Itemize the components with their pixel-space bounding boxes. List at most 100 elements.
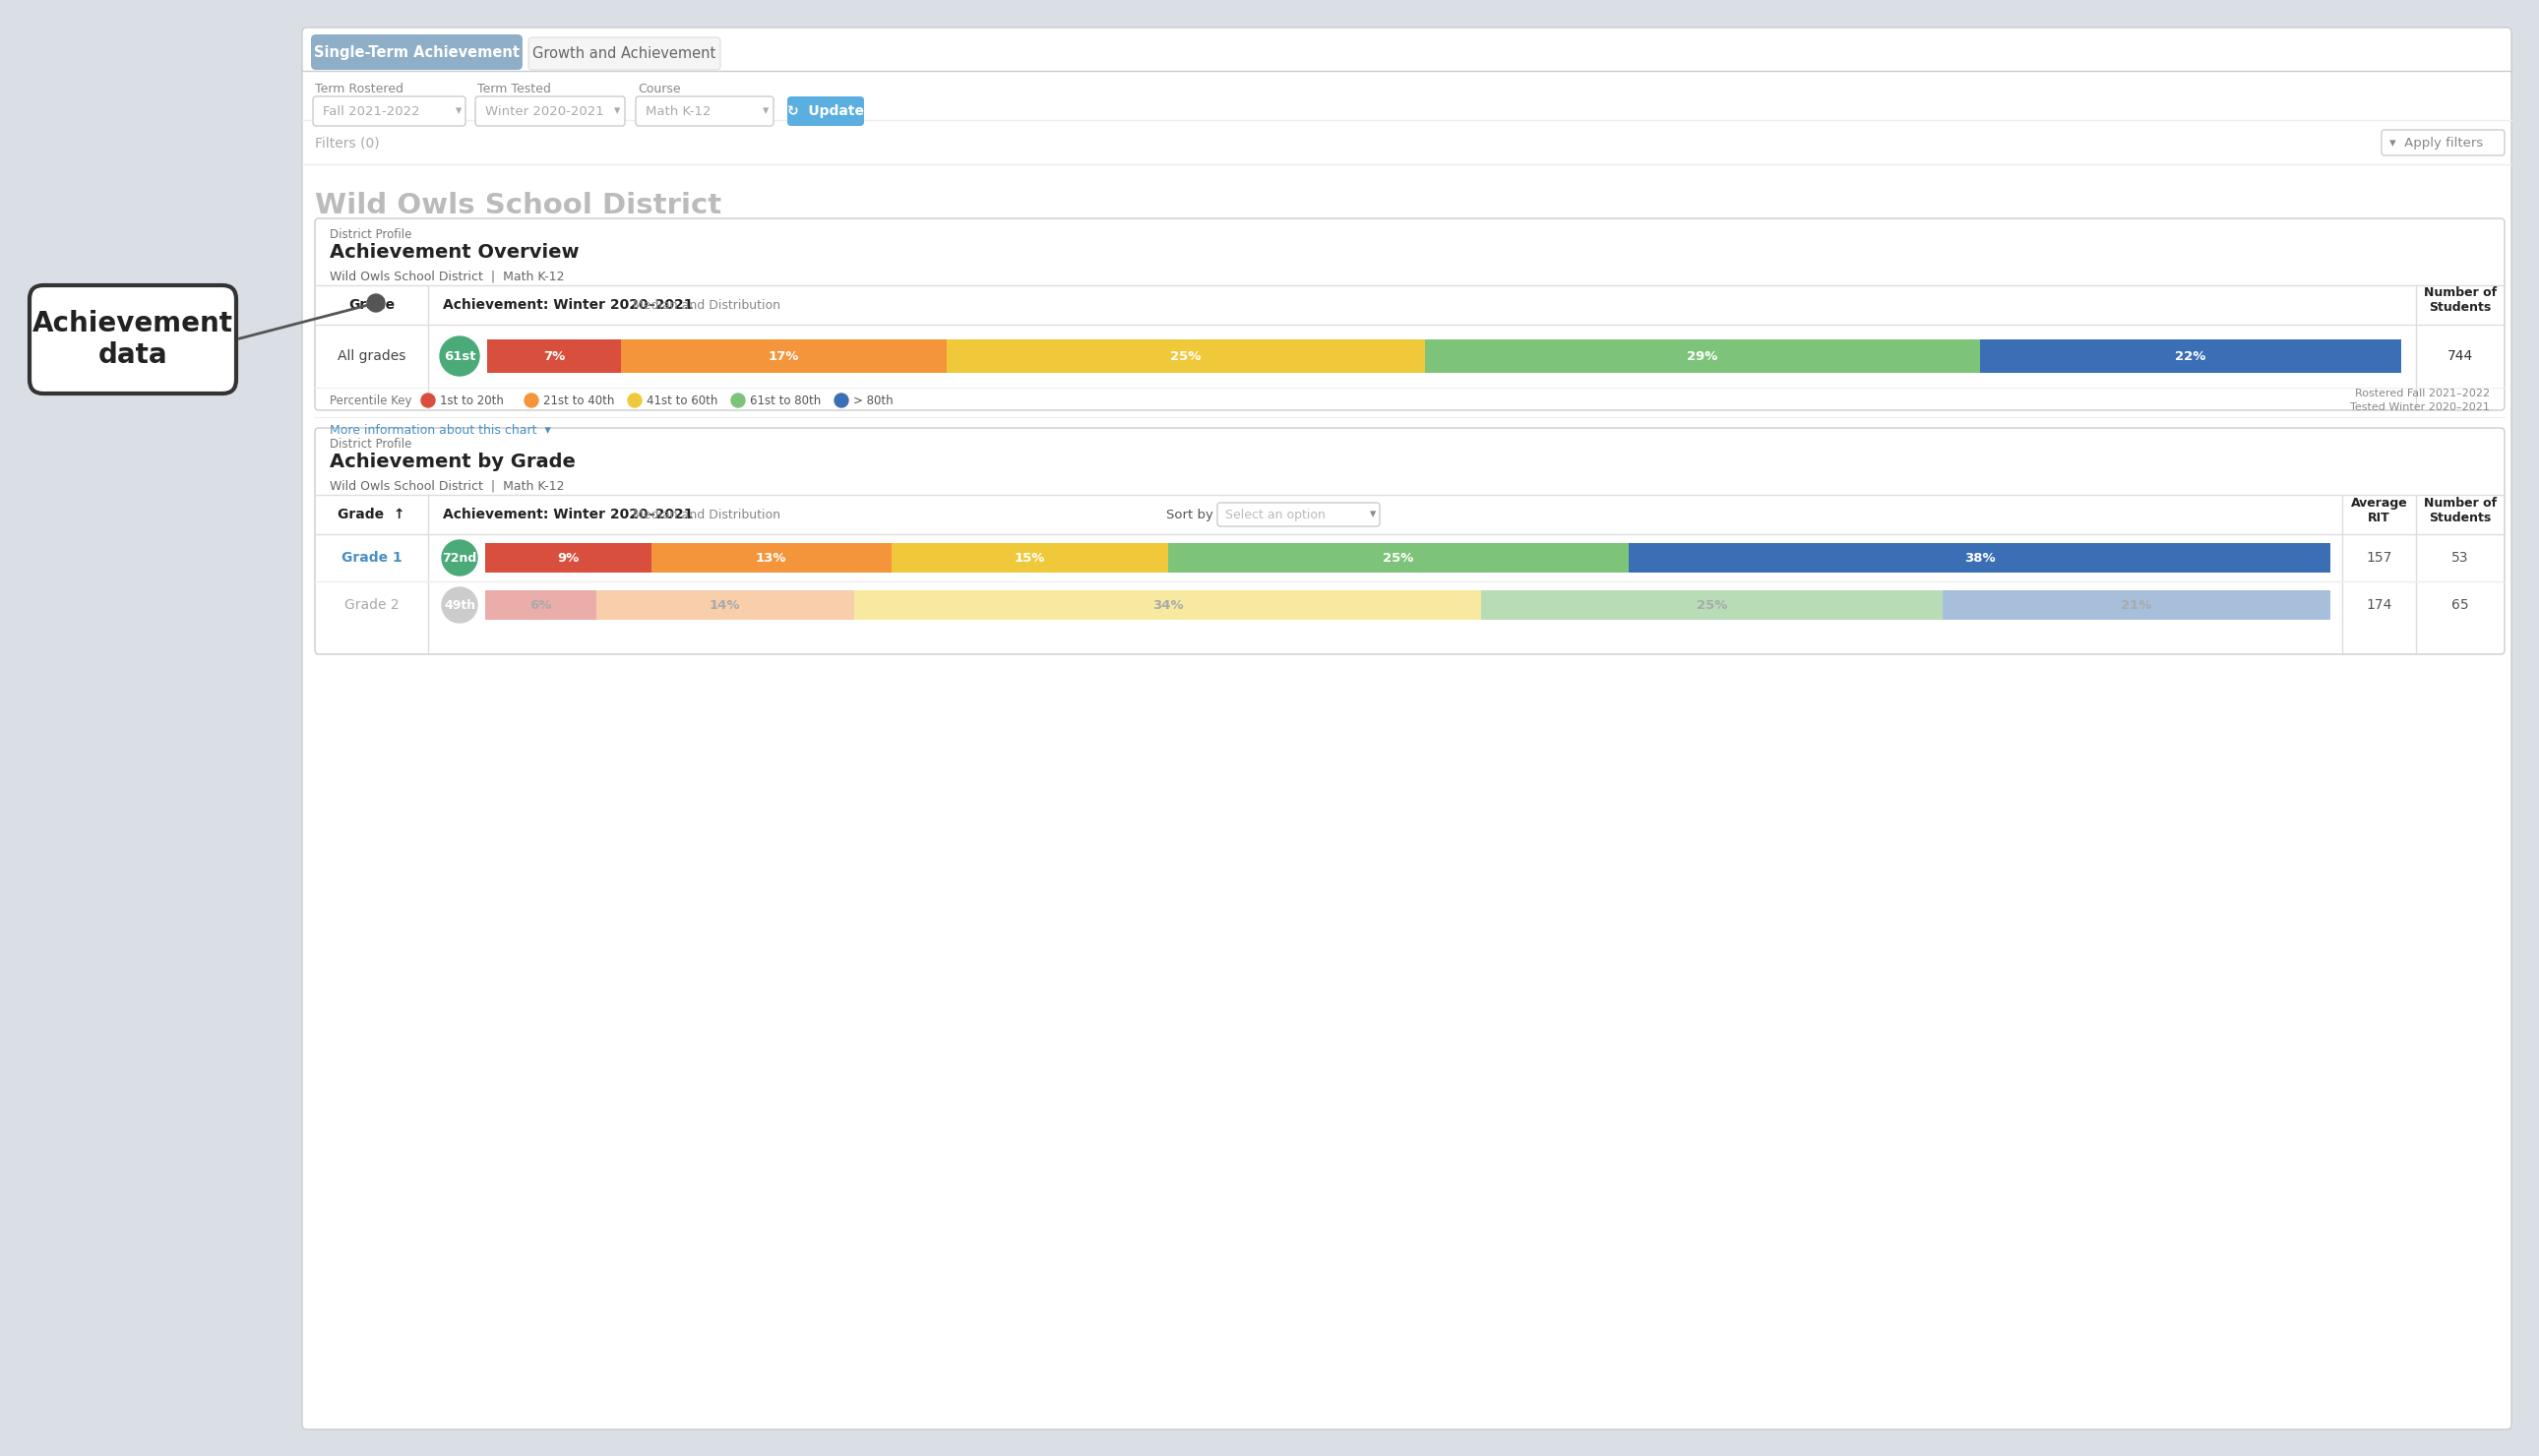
Text: 53: 53 <box>2453 550 2468 565</box>
Text: Achievement: Winter 2020–2021: Achievement: Winter 2020–2021 <box>442 298 693 312</box>
FancyBboxPatch shape <box>1216 502 1379 526</box>
Bar <box>485 590 597 620</box>
Text: More information about this chart  ▾: More information about this chart ▾ <box>330 424 551 437</box>
Bar <box>853 590 1483 620</box>
Circle shape <box>421 393 434 408</box>
Text: Sort by: Sort by <box>1165 508 1214 521</box>
Text: 41st to 60th: 41st to 60th <box>647 395 719 406</box>
Text: 61st: 61st <box>444 349 475 363</box>
Text: Rostered Fall 2021–2022: Rostered Fall 2021–2022 <box>2354 389 2491 399</box>
Text: Median and Distribution: Median and Distribution <box>627 508 779 521</box>
FancyBboxPatch shape <box>315 428 2503 654</box>
Text: Achievement
data: Achievement data <box>33 310 234 370</box>
Circle shape <box>368 294 386 312</box>
Text: Select an option: Select an option <box>1226 508 1325 521</box>
Text: 21%: 21% <box>2120 598 2153 612</box>
Bar <box>1630 543 2331 572</box>
Bar <box>1424 339 1980 373</box>
Circle shape <box>439 336 480 376</box>
Text: 7%: 7% <box>543 349 566 363</box>
Text: 72nd: 72nd <box>442 552 477 565</box>
Text: 29%: 29% <box>1686 349 1719 363</box>
FancyBboxPatch shape <box>302 28 2511 1430</box>
Text: Median and Distribution: Median and Distribution <box>627 298 779 312</box>
Circle shape <box>627 393 642 408</box>
Bar <box>487 339 622 373</box>
Text: ▾: ▾ <box>614 105 620 118</box>
Text: Single-Term Achievement: Single-Term Achievement <box>315 45 520 60</box>
Text: Tested Winter 2020–2021: Tested Winter 2020–2021 <box>2351 402 2491 412</box>
Text: Wild Owls School District  |  Math K-12: Wild Owls School District | Math K-12 <box>330 269 564 282</box>
Text: District Profile: District Profile <box>330 438 411 450</box>
Text: ▾  Apply filters: ▾ Apply filters <box>2389 137 2483 149</box>
Text: Grade  ↑: Grade ↑ <box>338 508 406 521</box>
Text: Wild Owls School District: Wild Owls School District <box>315 192 721 220</box>
Bar <box>650 543 891 572</box>
Bar <box>891 543 1168 572</box>
Bar <box>597 590 853 620</box>
Text: Math K-12: Math K-12 <box>645 105 711 118</box>
Text: 174: 174 <box>2366 598 2392 612</box>
Text: 49th: 49th <box>444 598 475 612</box>
Text: 17%: 17% <box>769 349 800 363</box>
Bar <box>1942 590 2331 620</box>
Text: ↻  Update: ↻ Update <box>787 105 863 118</box>
Text: 25%: 25% <box>1384 552 1414 565</box>
Text: 13%: 13% <box>757 552 787 565</box>
Text: ▾: ▾ <box>454 105 462 118</box>
Text: Number of
Students: Number of Students <box>2425 287 2496 314</box>
Text: Grade 1: Grade 1 <box>340 550 401 565</box>
Text: Grade 2: Grade 2 <box>345 598 399 612</box>
Text: 6%: 6% <box>531 598 551 612</box>
Text: Term Tested: Term Tested <box>477 83 551 96</box>
Text: Achievement by Grade: Achievement by Grade <box>330 453 576 472</box>
Text: Course: Course <box>637 83 680 96</box>
Text: 25%: 25% <box>1696 598 1727 612</box>
Bar <box>1483 590 1942 620</box>
Text: Average
RIT: Average RIT <box>2351 496 2407 524</box>
Text: Grade: Grade <box>348 298 394 312</box>
Bar <box>622 339 947 373</box>
Text: Wild Owls School District  |  Math K-12: Wild Owls School District | Math K-12 <box>330 479 564 492</box>
FancyBboxPatch shape <box>528 38 721 70</box>
Text: Filters (0): Filters (0) <box>315 135 378 150</box>
Text: Achievement Overview: Achievement Overview <box>330 243 579 262</box>
Text: ▾: ▾ <box>1371 508 1376 521</box>
Text: Term Rostered: Term Rostered <box>315 83 404 96</box>
Text: 25%: 25% <box>1170 349 1201 363</box>
Text: 21st to 40th: 21st to 40th <box>543 395 614 406</box>
Text: > 80th: > 80th <box>853 395 894 406</box>
FancyBboxPatch shape <box>30 285 236 393</box>
Circle shape <box>526 393 538 408</box>
FancyBboxPatch shape <box>2382 130 2503 156</box>
Bar <box>947 339 1424 373</box>
FancyBboxPatch shape <box>475 96 625 125</box>
Text: 9%: 9% <box>556 552 579 565</box>
Text: Fall 2021-2022: Fall 2021-2022 <box>322 105 419 118</box>
FancyBboxPatch shape <box>312 96 465 125</box>
Text: Winter 2020-2021: Winter 2020-2021 <box>485 105 604 118</box>
Text: 65: 65 <box>2453 598 2468 612</box>
FancyBboxPatch shape <box>635 96 774 125</box>
Bar <box>1168 543 1630 572</box>
FancyBboxPatch shape <box>310 35 523 70</box>
FancyBboxPatch shape <box>787 96 863 125</box>
Text: 14%: 14% <box>708 598 741 612</box>
Text: Percentile Key: Percentile Key <box>330 395 411 406</box>
Text: 61st to 80th: 61st to 80th <box>749 395 820 406</box>
Text: 34%: 34% <box>1153 598 1183 612</box>
FancyBboxPatch shape <box>315 218 2503 411</box>
Text: 15%: 15% <box>1013 552 1046 565</box>
Text: ▾: ▾ <box>762 105 769 118</box>
Circle shape <box>442 540 477 575</box>
Text: 1st to 20th: 1st to 20th <box>439 395 503 406</box>
Text: 744: 744 <box>2448 349 2473 363</box>
Text: Achievement: Winter 2020–2021: Achievement: Winter 2020–2021 <box>442 508 693 521</box>
Text: 22%: 22% <box>2176 349 2206 363</box>
Circle shape <box>731 393 744 408</box>
Circle shape <box>835 393 848 408</box>
Text: 38%: 38% <box>1965 552 1996 565</box>
Bar <box>485 543 650 572</box>
Bar <box>1980 339 2402 373</box>
Text: 157: 157 <box>2366 550 2392 565</box>
